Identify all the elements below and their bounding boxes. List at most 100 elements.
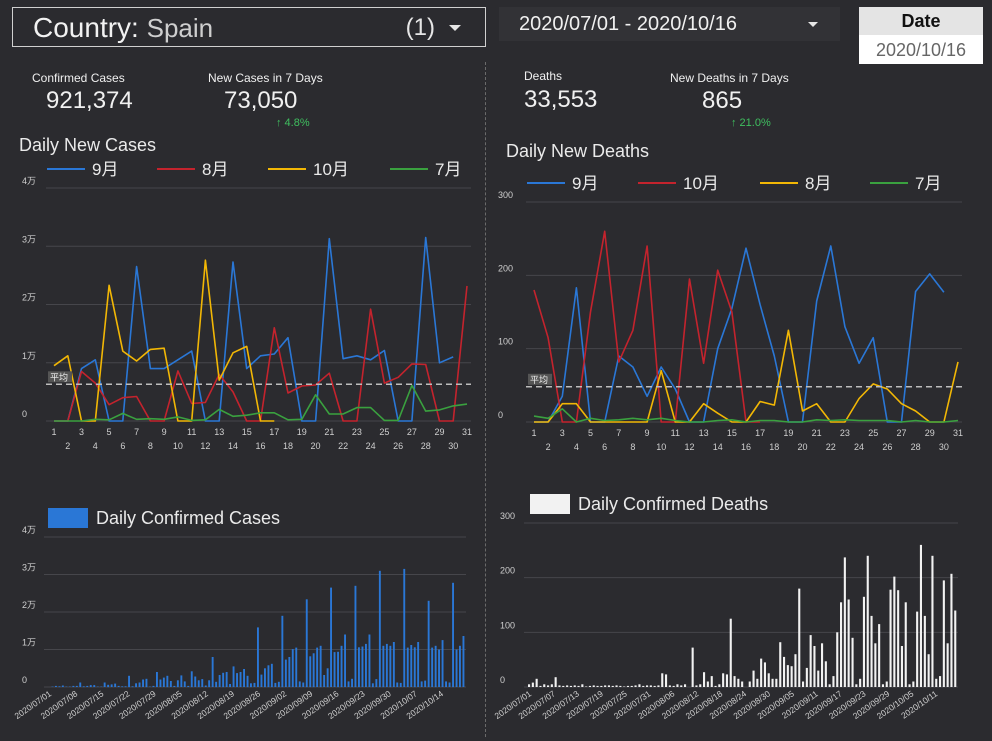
bar xyxy=(295,647,298,687)
bar xyxy=(368,634,371,687)
bar xyxy=(403,568,406,687)
x-tick-label: 23 xyxy=(840,428,850,438)
bar xyxy=(615,685,618,687)
x-tick-label: 21 xyxy=(812,428,822,438)
series-line xyxy=(534,329,959,423)
confirmed-cases-value: 921,374 xyxy=(46,87,133,114)
x-tick-label: 31 xyxy=(953,428,963,438)
confirmed-cases-label: Confirmed Cases xyxy=(32,71,125,85)
bar xyxy=(375,679,378,687)
bar xyxy=(288,657,291,687)
bar xyxy=(316,647,319,687)
bar xyxy=(954,610,957,687)
bar xyxy=(281,615,284,688)
bar xyxy=(535,678,538,687)
bar xyxy=(592,685,595,687)
bar xyxy=(309,656,312,688)
bar xyxy=(626,685,629,687)
bar xyxy=(802,681,805,687)
bar xyxy=(382,645,385,688)
legend-label: Daily Confirmed Deaths xyxy=(578,494,768,514)
bar xyxy=(371,683,374,688)
bar xyxy=(121,686,124,688)
bar xyxy=(619,685,622,687)
bar xyxy=(817,670,820,687)
bar xyxy=(752,670,755,687)
y-tick-label: 4万 xyxy=(22,176,36,186)
x-tick-label: 26 xyxy=(882,442,892,452)
bar xyxy=(250,683,252,688)
y-tick-label: 300 xyxy=(498,190,513,200)
x-tick-label: 5 xyxy=(588,428,593,438)
bar xyxy=(699,684,702,687)
bar xyxy=(718,684,721,687)
average-label-bg xyxy=(528,373,552,385)
x-tick-label: 30 xyxy=(939,442,949,452)
bar xyxy=(725,674,728,687)
bar xyxy=(246,675,249,688)
bar xyxy=(828,684,831,687)
bar xyxy=(312,653,315,688)
bar xyxy=(243,669,245,687)
bar xyxy=(204,685,207,687)
bar xyxy=(630,685,633,687)
bar xyxy=(124,686,127,688)
y-tick-label: 300 xyxy=(500,511,515,521)
y-tick-label: 3万 xyxy=(22,234,36,244)
x-tick-label: 8 xyxy=(148,441,153,451)
bar xyxy=(950,573,953,687)
x-tick-label: 8 xyxy=(630,442,635,452)
bar xyxy=(859,678,862,687)
average-label: 平均 xyxy=(50,371,68,382)
x-tick-label: 1 xyxy=(51,427,56,437)
bar xyxy=(931,555,934,687)
x-tick-label: 28 xyxy=(911,442,921,452)
bar xyxy=(361,646,364,687)
series-line xyxy=(54,384,468,422)
bar xyxy=(194,676,197,687)
daily-new-deaths-title: Daily New Deaths xyxy=(506,141,650,161)
x-tick-label: 17 xyxy=(269,427,279,437)
bar xyxy=(646,685,649,687)
new-cases-7d-value: 73,050 xyxy=(224,87,298,114)
country-filter[interactable]: Country: Spain (1) xyxy=(12,7,486,47)
bar xyxy=(798,588,801,687)
x-tick-label: 15 xyxy=(242,427,252,437)
bar xyxy=(695,685,698,687)
bar xyxy=(760,658,763,687)
bar xyxy=(573,685,576,687)
date-scorecard: Date 2020/10/16 xyxy=(859,7,983,64)
bar xyxy=(347,681,350,687)
bar xyxy=(107,684,110,688)
x-tick-label: 24 xyxy=(366,441,376,451)
legend-label: 9月 xyxy=(92,160,118,179)
bar xyxy=(55,685,57,687)
series-line xyxy=(533,408,959,423)
x-tick-label: 19 xyxy=(783,428,793,438)
x-tick-label: 14 xyxy=(228,441,238,451)
x-tick-label: 7 xyxy=(134,427,139,437)
bar xyxy=(218,675,221,687)
new-deaths-7d-value: 865 xyxy=(702,87,743,114)
bar xyxy=(809,635,812,687)
x-tick-label: 29 xyxy=(925,428,935,438)
bar xyxy=(459,645,461,688)
bar xyxy=(733,676,736,687)
country-value: Spain xyxy=(146,13,214,43)
bar xyxy=(741,681,744,687)
legend-label: 7月 xyxy=(435,160,461,179)
bar xyxy=(668,685,671,687)
bar xyxy=(253,682,256,687)
bar xyxy=(897,590,900,687)
date-range-picker[interactable]: 2020/07/01 - 2020/10/16 xyxy=(499,7,840,41)
bar xyxy=(197,680,200,688)
bar xyxy=(706,681,709,687)
bar xyxy=(162,677,165,687)
series-line xyxy=(534,245,945,423)
y-tick-label: 0 xyxy=(22,675,27,685)
x-tick-label: 29 xyxy=(434,427,444,437)
bar xyxy=(703,672,706,687)
x-tick-label: 27 xyxy=(407,427,417,437)
